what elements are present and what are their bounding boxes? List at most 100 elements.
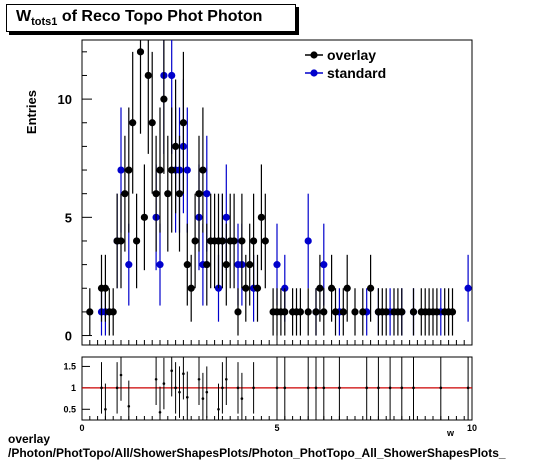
ratio-point xyxy=(388,386,392,390)
y-tick-label: 0 xyxy=(65,329,72,344)
overlay-point xyxy=(86,308,94,316)
overlay-point xyxy=(304,308,312,316)
overlay-point xyxy=(152,190,160,198)
overlay-point xyxy=(179,119,187,127)
ratio-point xyxy=(186,395,189,399)
overlay-point xyxy=(242,284,250,292)
overlay-point xyxy=(433,308,441,316)
overlay-point xyxy=(246,261,254,269)
ratio-y-tick-label: 1.5 xyxy=(63,361,76,371)
ratio-x-tick-label: 5 xyxy=(274,423,279,433)
ratio-x-tick-label: 0 xyxy=(79,423,84,433)
ratio-point xyxy=(400,386,404,390)
overlay-point xyxy=(125,166,133,174)
overlay-point xyxy=(250,237,258,245)
ratio-point xyxy=(314,386,318,390)
standard-point xyxy=(222,213,230,221)
overlay-point xyxy=(398,308,406,316)
ratio-point xyxy=(158,410,162,414)
ratio-point xyxy=(439,386,443,390)
chart-title-rest: of Reco Topo Phot Photon xyxy=(57,8,263,25)
overlay-point xyxy=(359,308,367,316)
y-tick-label: 5 xyxy=(65,210,72,225)
y-tick-label: 10 xyxy=(58,92,72,107)
ratio-point xyxy=(119,373,123,377)
ratio-point xyxy=(221,386,224,390)
standard-point xyxy=(117,166,125,174)
overlay-point xyxy=(328,284,336,292)
overlay-point xyxy=(382,308,390,316)
legend-standard-label: standard xyxy=(327,65,386,81)
overlay-point xyxy=(168,166,176,174)
standard-point xyxy=(203,190,211,198)
overlay-point xyxy=(409,308,418,316)
overlay-point xyxy=(343,284,351,292)
ratio-point xyxy=(283,386,287,390)
overlay-point xyxy=(199,166,207,174)
overlay-point xyxy=(160,95,168,103)
ratio-point xyxy=(217,407,220,411)
legend-overlay-marker xyxy=(310,51,318,59)
chart-title-box: Wtots1 of Reco Topo Phot Photon xyxy=(6,4,296,32)
ratio-point xyxy=(365,386,369,390)
ratio-point xyxy=(178,390,181,394)
legend-overlay-label: overlay xyxy=(327,47,376,63)
overlay-point xyxy=(133,237,141,245)
ratio-point xyxy=(127,404,131,408)
standard-point xyxy=(464,284,472,292)
overlay-point xyxy=(144,71,152,80)
overlay-point xyxy=(312,308,320,316)
standard-point xyxy=(125,261,133,269)
x-axis-label: w xyxy=(446,428,455,438)
overlay-point xyxy=(320,308,328,316)
ratio-point xyxy=(174,386,177,390)
ratio-point xyxy=(275,386,279,390)
footer-line2: /Photon/PhotTopo/All/ShowerShapesPlots/P… xyxy=(8,446,506,460)
overlay-point xyxy=(140,213,148,221)
overlay-point xyxy=(238,237,246,245)
overlay-point xyxy=(367,284,375,292)
overlay-point xyxy=(351,308,359,316)
overlay-point xyxy=(281,308,289,316)
ratio-point xyxy=(252,386,255,390)
standard-point xyxy=(320,261,328,269)
overlay-point xyxy=(257,213,265,221)
overlay-point xyxy=(121,190,129,198)
overlay-point xyxy=(316,284,324,292)
ratio-point xyxy=(338,386,341,390)
overlay-point xyxy=(195,190,203,198)
ratio-point xyxy=(182,372,185,376)
overlay-point xyxy=(230,237,238,245)
ratio-point xyxy=(104,407,107,411)
legend-standard-marker xyxy=(310,69,318,77)
standard-point xyxy=(273,261,281,269)
footer-line1: overlay xyxy=(8,432,51,446)
ratio-point xyxy=(412,386,415,390)
overlay-point xyxy=(339,308,347,316)
ratio-y-tick-label: 1 xyxy=(71,383,76,393)
chart-title-sub: tots1 xyxy=(31,16,58,29)
overlay-point xyxy=(296,308,304,316)
overlay-point xyxy=(101,284,109,292)
ratio-point xyxy=(100,386,103,390)
standard-point xyxy=(183,166,191,174)
ratio-point xyxy=(154,377,158,381)
ratio-point xyxy=(162,382,166,385)
overlay-point xyxy=(331,308,340,316)
ratio-point xyxy=(115,386,119,390)
overlay-point xyxy=(234,308,242,316)
ratio-y-tick-label: 0.5 xyxy=(63,404,76,414)
overlay-point xyxy=(156,166,164,174)
overlay-point xyxy=(148,119,156,127)
overlay-point xyxy=(261,237,269,245)
overlay-point xyxy=(164,190,172,198)
ratio-point xyxy=(466,386,470,390)
standard-point xyxy=(156,261,164,269)
overlay-point xyxy=(253,284,262,292)
ratio-point xyxy=(306,386,310,390)
y-axis-label: Entries xyxy=(24,90,39,134)
standard-point xyxy=(304,237,312,245)
overlay-point xyxy=(172,142,180,150)
ratio-point xyxy=(201,397,205,400)
chart-title: Wtots1 of Reco Topo Phot Photon xyxy=(16,8,262,28)
